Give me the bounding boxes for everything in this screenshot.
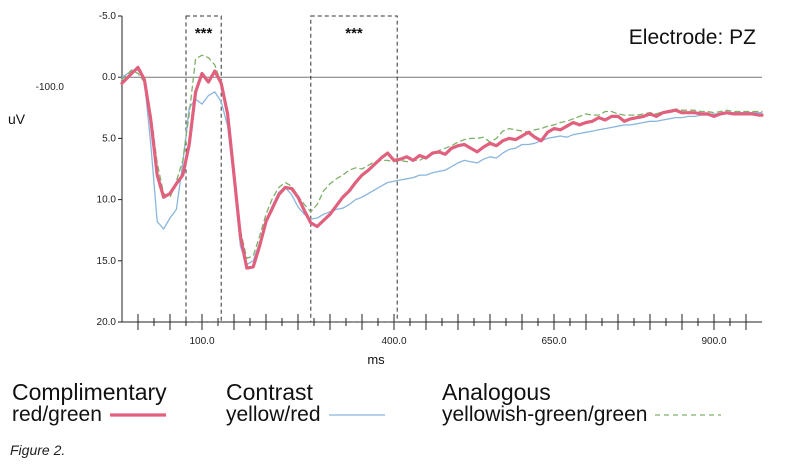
y-tick-label: 5.0 <box>102 133 116 144</box>
x-tick-label: 100.0 <box>189 336 214 347</box>
chart-series <box>120 54 764 270</box>
series-line-red-green <box>120 65 764 270</box>
y-tick-label: 0.0 <box>102 72 116 83</box>
legend-contrast: Contrast yellow/red <box>226 380 385 426</box>
legend-series-label: red/green <box>12 403 102 426</box>
x-tick-label: 650.0 <box>541 336 566 347</box>
significance-windows: *** *** <box>185 15 398 323</box>
y-tick-label: -5.0 <box>99 11 117 22</box>
significance-label: *** <box>345 25 363 42</box>
legend-swatch-yellow-red <box>328 414 385 417</box>
series-line-yellowish-green-green <box>121 54 763 260</box>
legend-complimentary: Complimentary red/green <box>12 380 167 426</box>
erp-chart: -5.0 0.0 5.0 10.0 15.0 20.0 100.0 400.0 650.0 900… <box>8 11 764 367</box>
y-tick-label: 20.0 <box>97 317 117 328</box>
legend-group-label: Complimentary <box>12 379 167 405</box>
series-line-yellow-red <box>121 69 763 266</box>
legend-analogous: Analogous yellowish-green/green <box>442 379 722 426</box>
y-extra-label: -100.0 <box>36 82 65 93</box>
legend-swatch-yellowish-green <box>655 414 722 417</box>
legend-series-label: yellowish-green/green <box>442 403 648 426</box>
significance-label: *** <box>195 25 213 42</box>
figure-caption: Figure 2. <box>10 442 66 458</box>
electrode-annotation: Electrode: PZ <box>629 26 756 49</box>
significance-window <box>310 15 398 323</box>
x-axis-label: ms <box>367 352 385 367</box>
x-tick-label: 400.0 <box>381 336 406 347</box>
legend-swatch-red-green <box>109 413 166 418</box>
legend-group-label: Analogous <box>442 379 551 405</box>
significance-window <box>185 15 222 323</box>
legend-series-label: yellow/red <box>226 403 321 426</box>
y-tick-label: 10.0 <box>97 195 117 206</box>
y-tick-label: 15.0 <box>97 256 117 267</box>
legend-group-label: Contrast <box>226 379 313 405</box>
chart-axes: -5.0 0.0 5.0 10.0 15.0 20.0 100.0 400.0 650.0 900… <box>97 11 762 347</box>
x-tick-label: 900.0 <box>701 336 726 347</box>
y-axis-label: uV <box>8 111 26 127</box>
